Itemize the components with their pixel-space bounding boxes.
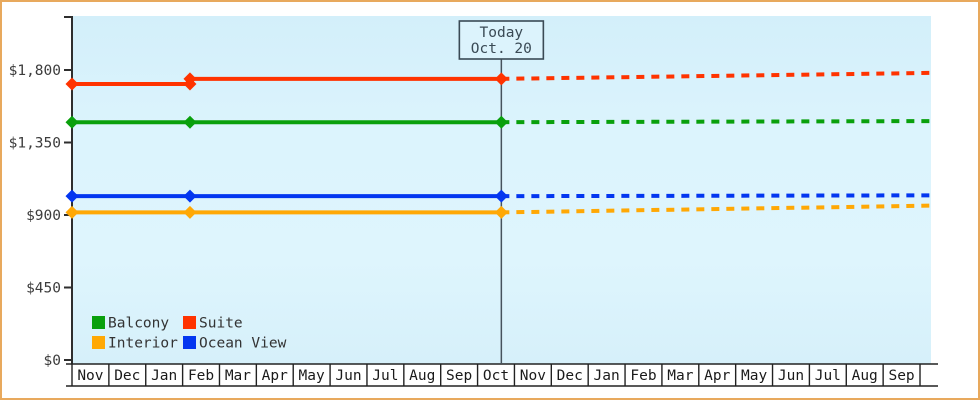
data-point-marker-ocean-view [65,189,79,203]
y-axis-label: $0 [44,353,61,369]
y-axis-label: $900 [26,208,61,224]
x-axis-month-label: Aug [852,368,878,384]
x-axis-month-label: Jun [335,368,361,384]
today-label-date: Oct. 20 [471,41,532,57]
data-point-marker-interior [494,205,508,219]
data-point-marker-interior [183,205,197,219]
legend-label-balcony: Balcony [108,316,169,332]
data-point-marker-balcony [183,115,197,129]
x-axis-month-label: Aug [409,368,435,384]
x-axis-month-label: May [741,368,767,384]
data-point-marker-suite [183,72,197,86]
today-label-title: Today [480,25,524,41]
x-axis-month-label: Dec [557,368,583,384]
forecast-line-suite [501,70,932,81]
x-axis-month-label: Dec [114,368,140,384]
x-axis-month-label: Jul [372,368,398,384]
legend-label-suite: Suite [199,316,243,332]
x-axis-month-label: Nov [77,368,103,384]
forecast-line-balcony [501,119,932,125]
x-axis-month-label: Jul [815,368,841,384]
y-axis-label: $1,350 [9,136,61,152]
x-axis-month-label: Feb [630,368,656,384]
x-axis-month-label: Nov [520,368,546,384]
data-point-marker-ocean-view [494,189,508,203]
legend-label-ocean-view: Ocean View [199,336,287,352]
x-axis-month-label: Mar [225,368,251,384]
x-axis-strip [72,364,921,386]
x-axis-month-label: Feb [188,368,214,384]
x-axis-month-label: Mar [667,368,693,384]
data-point-marker-ocean-view [183,189,197,203]
x-axis-month-label: Sep [446,368,472,384]
forecast-line-ocean-view [501,193,932,199]
legend-swatch-balcony [92,316,105,329]
x-axis-month-label: Oct [483,368,509,384]
data-point-marker-suite [65,77,79,91]
data-point-marker-suite [494,72,508,86]
legend-swatch-suite [183,316,196,329]
data-point-marker-interior [65,205,79,219]
x-axis-month-label: Jan [151,368,177,384]
x-axis-month-label: Jun [778,368,804,384]
forecast-line-interior [501,203,932,215]
today-label-box [458,20,545,60]
x-axis-month-label: Sep [888,368,914,384]
x-axis-month-label: Apr [704,368,730,384]
data-point-marker-balcony [65,115,79,129]
y-axis-label: $1,800 [9,63,61,79]
x-axis-month-label: May [299,368,325,384]
data-point-marker-balcony [494,115,508,129]
x-axis-month-label: Apr [262,368,288,384]
legend-label-interior: Interior [108,336,178,352]
legend-swatch-interior [92,336,105,349]
x-axis-month-label: Jan [594,368,620,384]
y-axis-label: $450 [26,281,61,297]
legend-swatch-ocean-view [183,336,196,349]
